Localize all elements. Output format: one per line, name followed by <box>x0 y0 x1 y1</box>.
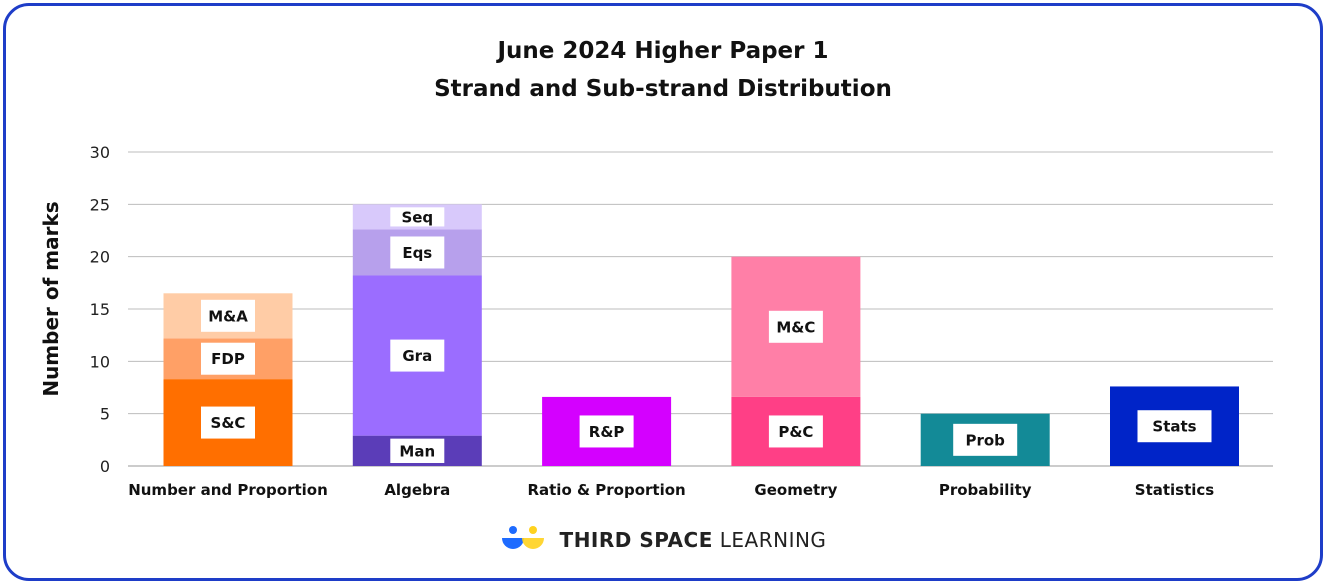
y-tick-label-10: 10 <box>90 352 110 371</box>
brand-name-light: LEARNING <box>719 528 827 552</box>
segment-label-box <box>390 438 445 463</box>
segment-label: P&C <box>778 423 813 441</box>
y-tick-label-30: 30 <box>90 143 110 162</box>
segment-label: Stats <box>1152 418 1196 436</box>
segment-label: Gra <box>402 347 432 365</box>
segment-label-box <box>953 423 1018 456</box>
category-label: Ratio & Proportion <box>527 481 685 499</box>
segment-label-box <box>201 342 255 375</box>
segment-label-box <box>1137 410 1212 443</box>
y-tick-label-0: 0 <box>100 457 110 476</box>
chart-frame <box>3 3 1323 581</box>
segment-label-box <box>579 415 634 448</box>
y-tick-label-15: 15 <box>90 300 110 319</box>
segment-label: Seq <box>401 208 433 226</box>
y-tick-label-20: 20 <box>90 248 110 267</box>
category-label: Probability <box>939 481 1032 499</box>
segment-label: Prob <box>965 431 1005 449</box>
segment-label-box <box>390 207 445 227</box>
segment-label: Eqs <box>402 244 432 262</box>
segment-label: M&A <box>208 307 248 325</box>
segment-label: M&C <box>776 318 815 336</box>
segment-label-box <box>390 236 445 269</box>
segment-label-box <box>201 406 255 439</box>
segment-label-box <box>390 339 445 372</box>
third-space-learning-logo-icon <box>501 526 544 549</box>
segment-label-box <box>201 299 255 332</box>
segment-label-box <box>768 310 823 343</box>
category-label: Statistics <box>1135 481 1215 499</box>
chart-title: June 2024 Higher Paper 1 <box>497 38 829 64</box>
segment-label: FDP <box>211 350 245 368</box>
y-axis-label: Number of marks <box>39 201 63 396</box>
y-tick-label-25: 25 <box>90 195 110 214</box>
brand-name: THIRD SPACE LEARNING <box>560 528 827 552</box>
segment-label: S&C <box>211 414 246 432</box>
brand-footer: THIRD SPACE LEARNING <box>0 524 1326 556</box>
category-label: Algebra <box>384 481 450 499</box>
segment-label: R&P <box>589 423 625 441</box>
category-label: Number and Proportion <box>128 481 328 499</box>
y-tick-label-5: 5 <box>100 405 110 424</box>
category-label: Geometry <box>754 481 837 499</box>
chart-subtitle: Strand and Sub-strand Distribution <box>434 76 892 102</box>
segment-label-box <box>768 415 823 448</box>
brand-name-bold: THIRD SPACE <box>559 528 713 552</box>
segment-label: Man <box>399 442 435 460</box>
